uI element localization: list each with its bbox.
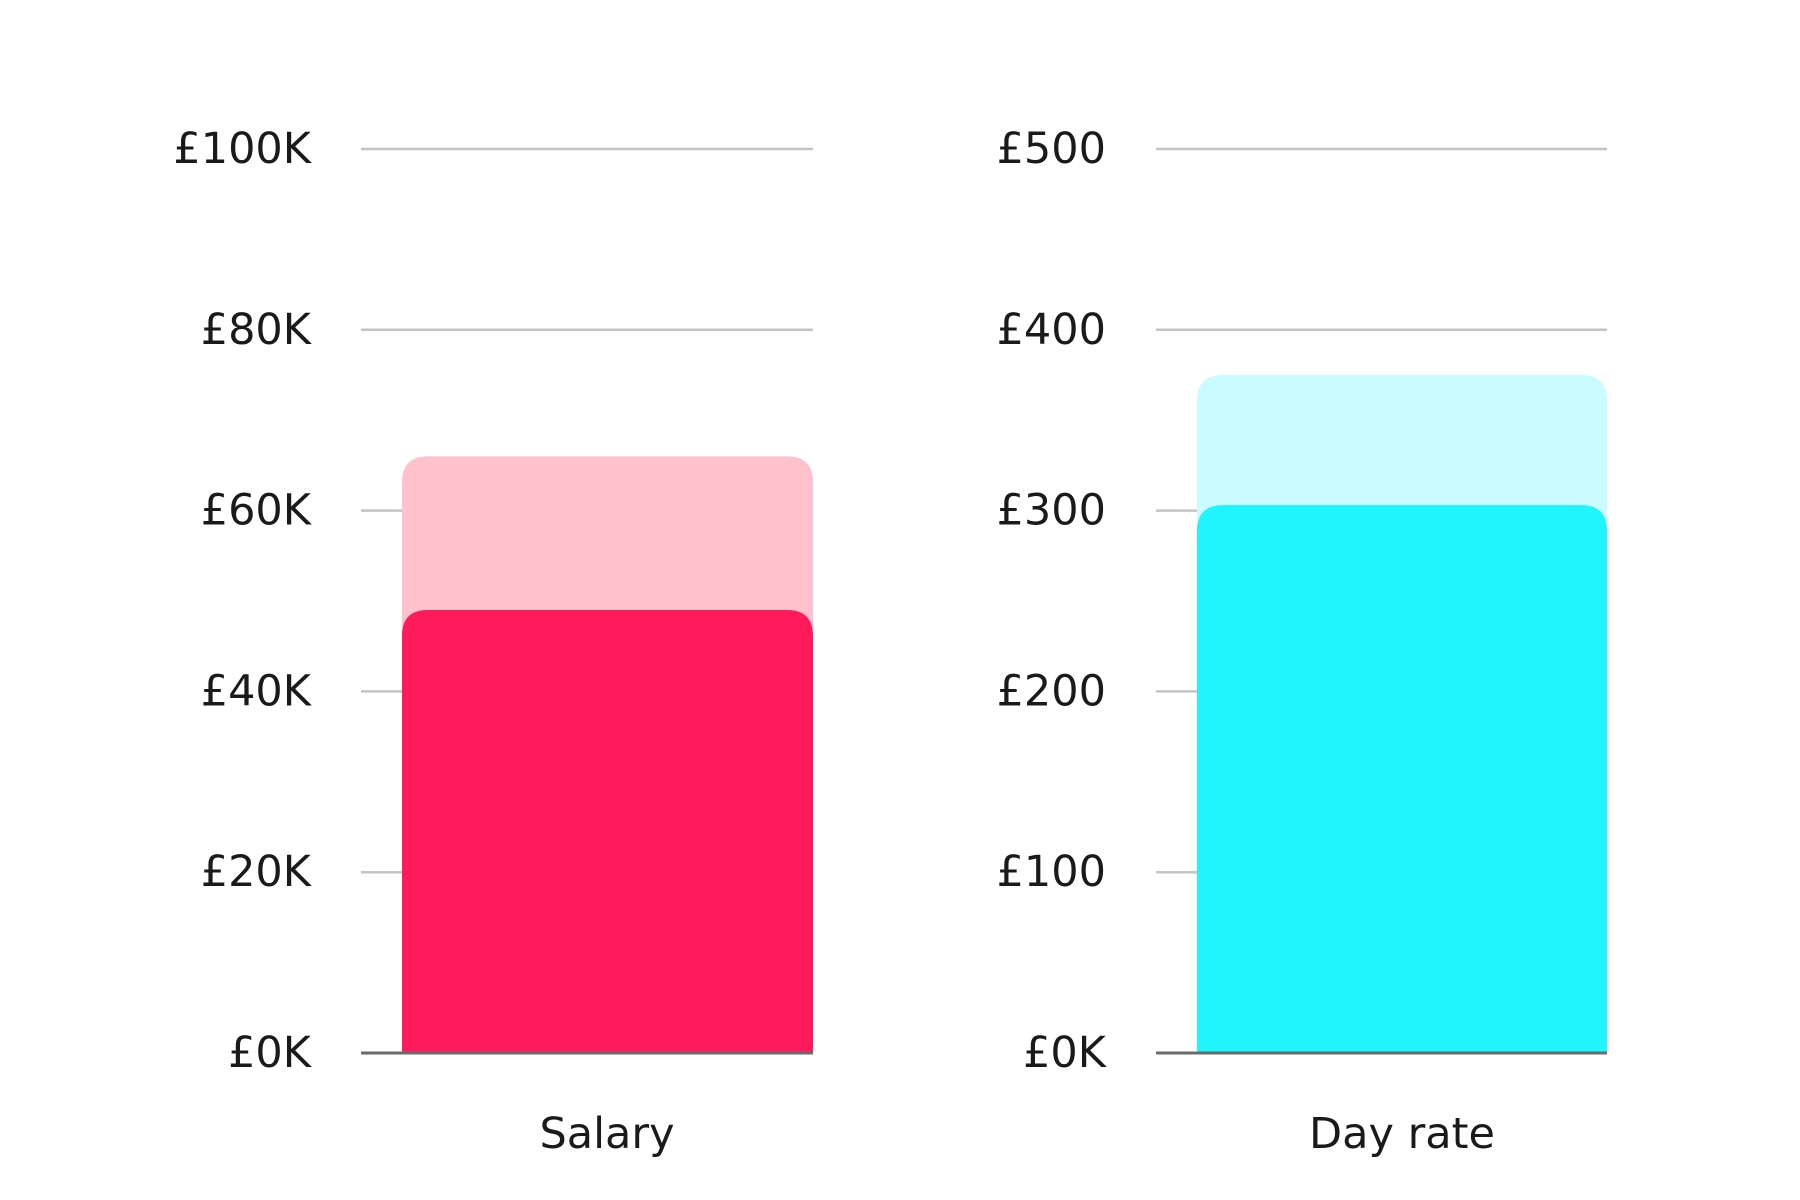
y-tick-label: £400 [997,305,1106,355]
chart-panel-1: £0K £20K £40K £60K £80K £100K Salary [173,124,813,1159]
y-tick-label: £0K [228,1028,313,1078]
y-tick-label: £60K [201,486,313,536]
y-tick-label: £300 [997,486,1106,536]
y-tick-label: £40K [201,666,313,716]
y-tick-label: £80K [201,305,313,355]
y-tick-label: £20K [201,847,313,897]
chart-panel-2: £0K £100 £200 £300 £400 £500 Day rate [997,124,1607,1159]
y-tick-label: £0K [1023,1028,1108,1078]
category-label: Day rate [1309,1109,1495,1159]
y-tick-label: £100 [997,847,1106,897]
category-label: Salary [539,1109,674,1159]
y-tick-label: £500 [997,124,1106,174]
bar-series-2 [402,610,813,1053]
bar-series-2 [1197,505,1607,1053]
y-tick-label: £200 [997,666,1106,716]
y-tick-label: £100K [173,124,312,174]
